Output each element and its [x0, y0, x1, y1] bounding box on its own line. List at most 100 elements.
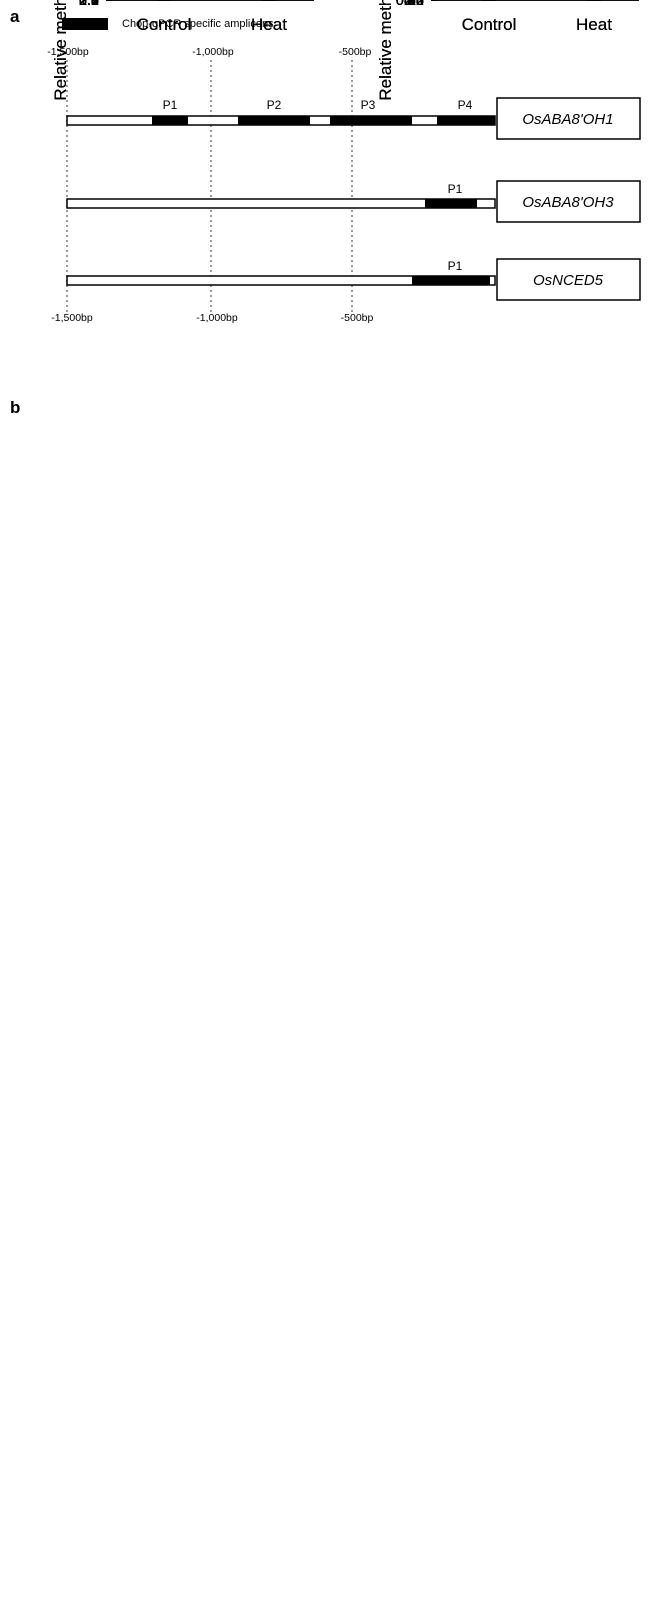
panel-label-a: a: [10, 7, 20, 26]
y-tick-label: 1.0: [404, 0, 424, 9]
y-tick-label: 0.5: [79, 0, 99, 9]
y-tick-label: 1.5: [404, 0, 424, 9]
x-category-label: Control: [137, 15, 192, 34]
amplicon-p4: [437, 116, 495, 125]
gene-row-osnced5: P1 OsNCED5: [66, 258, 641, 301]
y-tick-label: 0.5: [79, 0, 99, 9]
y-axis-label: Relative methylation levels: [376, 0, 395, 101]
y-tick-label: 0.05: [396, 0, 424, 9]
x-category-label: Control: [137, 15, 192, 34]
y-tick-label: 0.25: [396, 0, 424, 9]
y-tick-label: 0.4: [79, 0, 99, 9]
y-tick-label: 0.2: [404, 0, 424, 9]
y-tick-label: 0.2: [79, 0, 99, 9]
gene-name: OsABA8'OH3: [522, 194, 614, 211]
ruler-bottom-tick-1000: -1,000bp: [196, 312, 238, 324]
amplicon-p2: [238, 116, 310, 125]
y-tick-label: 3.5: [79, 0, 99, 9]
promoter-bar: [66, 198, 496, 209]
y-axis-label: Relative methylation levels: [51, 0, 70, 101]
y-tick-label: 2.0: [404, 0, 424, 9]
ruler-top-tick-500: -500bp: [339, 46, 372, 58]
y-tick-label: 2.0: [79, 0, 99, 9]
gene-name: OsNCED5: [533, 272, 604, 289]
gene-name: OsABA8'OH1: [522, 111, 613, 128]
y-tick-label: 0: [416, 0, 424, 9]
panel-label-b: b: [10, 398, 20, 417]
y-tick-label: 0: [416, 0, 424, 9]
y-axis-label: Relative methylation levels: [376, 0, 395, 101]
amplicon-p1: [425, 199, 477, 208]
amplicon-p3: [330, 116, 412, 125]
panel-label-b-wrap: b: [10, 398, 20, 417]
gene-box: [496, 180, 641, 223]
gene-box: [496, 258, 641, 301]
y-tick-label: 3.5: [404, 0, 424, 9]
y-tick-label: 1.2: [404, 0, 424, 9]
amplicon-label-p2: P2: [267, 98, 282, 112]
y-tick-label: 1.5: [79, 0, 99, 9]
y-tick-label: 3.0: [404, 0, 424, 9]
gene-box: [496, 97, 641, 140]
amplicon-label-p1: P1: [448, 259, 463, 273]
x-category-label: Heat: [251, 15, 287, 34]
y-axis-label: Relative methylation levels: [51, 0, 70, 101]
y-tick-label: 0.7: [79, 0, 99, 9]
y-tick-label: 1: [91, 0, 99, 9]
amplicon-label-p3: P3: [361, 98, 376, 112]
y-tick-label: 0.30: [396, 0, 424, 9]
y-tick-label: 0.8: [404, 0, 424, 9]
ruler-top-tick-1500: -1,500bp: [47, 46, 89, 58]
y-tick-label: 0: [416, 0, 424, 9]
legend-swatch: [62, 18, 108, 30]
y-tick-label: 2.5: [404, 0, 424, 9]
y-tick-label: 0.35: [396, 0, 424, 9]
y-tick-label: 0.5: [79, 0, 99, 9]
y-tick-label: 2.5: [79, 0, 99, 9]
gene-row-osaba8oh3: P1 OsABA8'OH3: [66, 180, 641, 223]
y-tick-label: 0.5: [404, 0, 424, 9]
y-tick-label: 1.0: [404, 0, 424, 9]
promoter-diagram: a Chop-qPCR specific amplicons -1,500bp …: [10, 7, 641, 324]
x-category-label: Control: [137, 15, 192, 34]
ruler-bottom-tick-500: -500bp: [341, 312, 374, 324]
y-tick-label: 1.0: [79, 0, 99, 9]
x-category-label: Heat: [576, 15, 612, 34]
amplicon-label-p1: P1: [448, 182, 463, 196]
x-category-label: Control: [462, 15, 517, 34]
amplicon-label-p1: P1: [163, 98, 178, 112]
y-tick-label: 0.1: [79, 0, 99, 9]
ruler-top-tick-1000: -1,000bp: [192, 46, 234, 58]
y-tick-label: 2.5: [79, 0, 99, 9]
ruler-bottom-tick-1500: -1,500bp: [51, 312, 93, 324]
y-tick-label: 0.20: [396, 0, 424, 9]
y-tick-label: 0.10: [396, 0, 424, 9]
x-category-label: Heat: [576, 15, 612, 34]
amplicon-p1: [152, 116, 188, 125]
y-tick-label: 1.0: [79, 0, 99, 9]
legend-label: Chop-qPCR specific amplicons: [122, 18, 274, 30]
y-tick-label: 0.4: [404, 0, 424, 9]
significance-asterisk: *: [265, 0, 274, 1]
y-tick-label: 0.6: [79, 0, 99, 9]
y-tick-label: 0.8: [79, 0, 99, 9]
y-tick-label: 1.5: [79, 0, 99, 9]
y-tick-label: 3.0: [79, 0, 99, 9]
y-axis-label: Relative methylation levels: [376, 0, 395, 101]
x-category-label: Heat: [251, 15, 287, 34]
y-tick-label: 0.6: [404, 0, 424, 9]
x-category-label: Control: [462, 15, 517, 34]
y-tick-label: 0.40: [396, 0, 424, 9]
promoter-bar: [66, 275, 496, 286]
x-category-label: Control: [462, 15, 517, 34]
y-tick-label: 0: [91, 0, 99, 9]
y-tick-label: 0.15: [396, 0, 424, 9]
y-tick-label: 2.0: [79, 0, 99, 9]
y-axis-label: Relative methylation levels: [51, 0, 70, 101]
